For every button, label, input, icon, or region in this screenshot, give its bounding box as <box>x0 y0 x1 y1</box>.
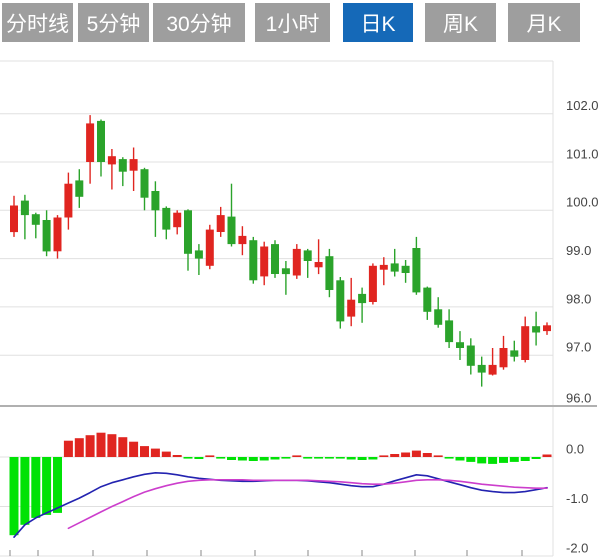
candle <box>434 309 443 325</box>
candle <box>412 248 421 293</box>
candle <box>20 200 29 216</box>
price-tick-label: 100.0 <box>566 195 599 210</box>
candle <box>64 183 73 218</box>
candle <box>129 159 138 171</box>
candle <box>173 212 182 228</box>
candle <box>510 350 519 357</box>
tab-timeshare[interactable]: 分时线 <box>2 3 73 42</box>
candle <box>303 250 312 261</box>
price-tick-label: 101.0 <box>566 146 599 161</box>
macd-histogram <box>9 432 552 536</box>
candle-series[interactable] <box>10 115 551 387</box>
candle <box>325 256 334 290</box>
candle <box>75 180 84 197</box>
candle <box>314 262 323 268</box>
candle <box>97 120 105 162</box>
candle <box>184 210 192 254</box>
price-tick-label: 98.0 <box>566 291 591 306</box>
candle <box>456 342 464 348</box>
candle <box>499 348 508 368</box>
candle <box>466 345 475 366</box>
candle <box>336 280 345 322</box>
candle <box>205 229 214 266</box>
candle <box>358 293 367 304</box>
candle <box>216 215 225 232</box>
candle <box>281 268 290 275</box>
price-tick-label: 102.0 <box>566 98 599 113</box>
interval-tab-bar: 分时线 5分钟 30分钟 1小时 日K 周K 月K <box>0 3 604 42</box>
candle <box>543 325 551 332</box>
x-axis-ticks <box>9 550 523 556</box>
price-axis-labels: 102.0 101.0 100.0 99.0 98.0 97.0 96.0 <box>566 98 599 405</box>
price-tick-label: 97.0 <box>566 340 591 355</box>
kline-chart[interactable]: 102.0 101.0 100.0 99.0 98.0 97.0 96.0 0.0 -1.0 -2… <box>0 56 604 559</box>
tab-30min[interactable]: 30分钟 <box>153 3 245 42</box>
candle <box>162 207 171 230</box>
candle <box>151 191 160 211</box>
candle <box>423 287 432 312</box>
candle <box>238 235 247 245</box>
candle <box>390 263 399 272</box>
candle <box>86 123 95 162</box>
price-tick-label: 99.0 <box>566 243 591 258</box>
candle <box>260 246 269 277</box>
candle <box>118 159 127 172</box>
candle <box>107 156 116 165</box>
macd-axis-labels: 0.0 -1.0 -2.0 <box>566 441 588 555</box>
candle <box>521 326 530 360</box>
dea-line <box>67 478 548 530</box>
candle <box>10 205 18 233</box>
tab-monthly-k[interactable]: 月K <box>508 3 580 42</box>
candle <box>31 214 40 225</box>
tab-weekly-k[interactable]: 周K <box>425 3 496 42</box>
candle <box>249 240 258 281</box>
candle <box>292 248 301 276</box>
candle <box>194 250 203 259</box>
candle <box>140 169 149 198</box>
candle <box>477 364 486 373</box>
macd-tick-label: 0.0 <box>566 441 584 456</box>
candle <box>271 244 279 274</box>
candle <box>445 320 454 343</box>
candle <box>227 216 236 245</box>
candle <box>488 364 497 375</box>
macd-tick-label: -2.0 <box>566 540 588 555</box>
candle <box>42 220 51 252</box>
candle <box>347 299 356 317</box>
price-tick-label: 96.0 <box>566 390 591 405</box>
tab-1hour[interactable]: 1小时 <box>255 3 330 42</box>
candle <box>368 265 377 302</box>
tab-5min[interactable]: 5分钟 <box>78 3 149 42</box>
macd-tick-label: -1.0 <box>566 491 588 506</box>
candle <box>401 265 410 273</box>
candle <box>532 326 541 333</box>
candle <box>379 264 388 270</box>
tab-daily-k[interactable]: 日K <box>343 3 413 42</box>
candle <box>53 217 62 252</box>
